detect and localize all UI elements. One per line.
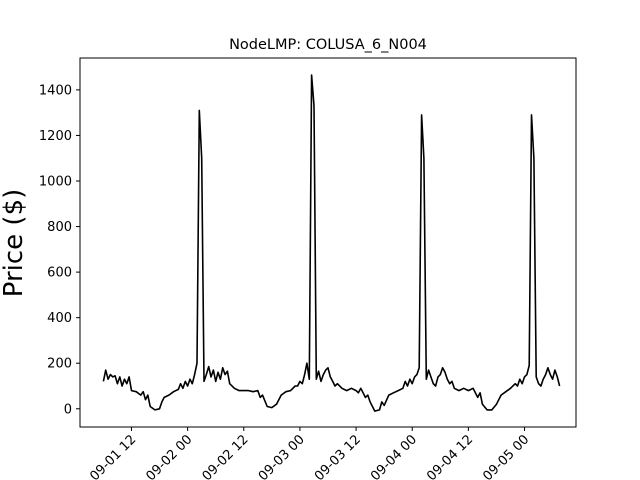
y-axis: 0 200 400 600 800 1000 1200 1400 <box>39 83 80 417</box>
y-tick-label: 1400 <box>39 83 72 98</box>
series-layer <box>102 74 561 412</box>
y-axis-label: Price ($) <box>0 189 29 298</box>
y-tick-label: 1000 <box>39 175 72 190</box>
y-tick-label: 600 <box>47 266 72 281</box>
y-tick-label: 0 <box>64 402 72 417</box>
chart-title: NodeLMP: COLUSA_6_N004 <box>229 37 427 53</box>
series-line <box>102 74 561 412</box>
axes-frame <box>79 57 577 428</box>
y-tick-label: 800 <box>47 220 72 235</box>
y-tick-label: 400 <box>47 311 72 326</box>
y-tick-label: 200 <box>47 357 72 372</box>
y-tick-label: 1200 <box>39 129 72 144</box>
